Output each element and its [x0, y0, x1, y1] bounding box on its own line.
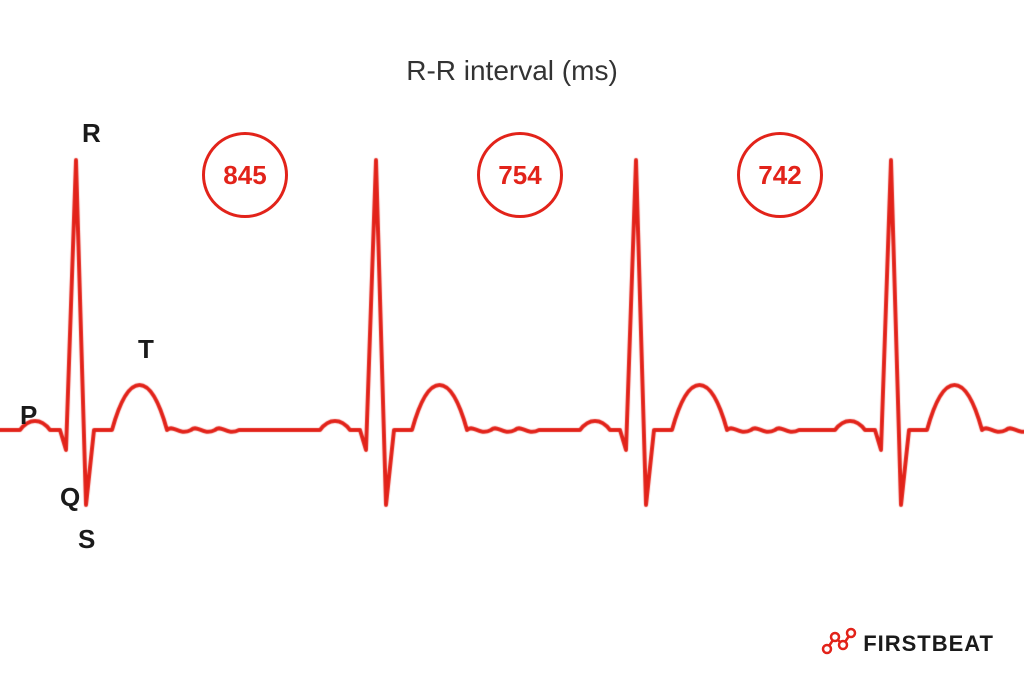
wave-label-t: T	[138, 334, 154, 365]
rr-interval-2-value: 754	[498, 160, 541, 191]
rr-interval-1: 845	[202, 132, 288, 218]
wave-label-r: R	[82, 118, 101, 149]
wave-label-s: S	[78, 524, 95, 555]
rr-interval-1-value: 845	[223, 160, 266, 191]
rr-interval-3: 742	[737, 132, 823, 218]
firstbeat-logo-text: FIRSTBEAT	[863, 631, 994, 657]
wave-label-p: P	[20, 400, 37, 431]
firstbeat-logo: FIRSTBEAT	[821, 627, 994, 660]
wave-label-q: Q	[60, 482, 80, 513]
firstbeat-logo-icon	[821, 627, 857, 660]
rr-interval-2: 754	[477, 132, 563, 218]
rr-interval-3-value: 742	[758, 160, 801, 191]
